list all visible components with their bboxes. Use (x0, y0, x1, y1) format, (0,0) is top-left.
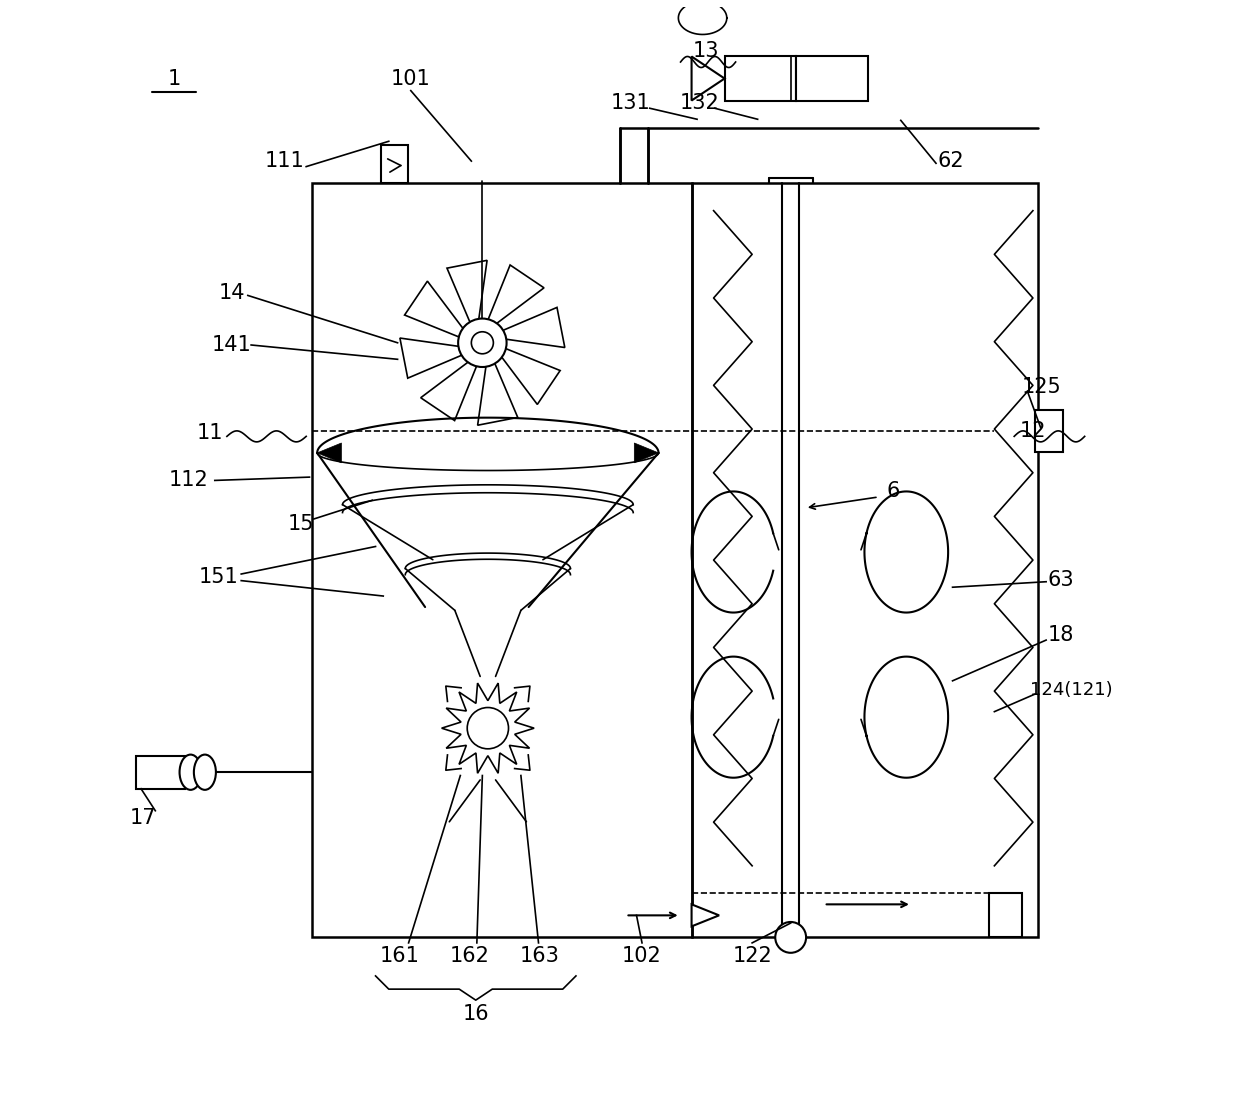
Ellipse shape (193, 755, 216, 789)
Circle shape (458, 319, 507, 367)
Text: 125: 125 (1022, 377, 1061, 397)
Polygon shape (498, 347, 560, 405)
Bar (796, 57, 868, 100)
Circle shape (471, 332, 494, 353)
Polygon shape (486, 265, 544, 326)
Bar (692, 183, 1038, 938)
Circle shape (775, 922, 806, 953)
Polygon shape (420, 359, 479, 420)
Text: 6: 6 (887, 482, 900, 502)
Text: 18: 18 (1048, 624, 1074, 644)
Bar (135, 756, 185, 788)
Polygon shape (446, 260, 487, 326)
Bar (988, 893, 1022, 938)
Text: 17: 17 (130, 808, 156, 828)
Text: 112: 112 (169, 471, 208, 491)
Text: 141: 141 (212, 334, 252, 355)
Text: 132: 132 (680, 93, 719, 113)
Text: 13: 13 (693, 41, 719, 61)
Text: 101: 101 (391, 68, 430, 88)
Text: 102: 102 (622, 947, 662, 966)
Text: 124(121): 124(121) (1030, 680, 1112, 699)
Ellipse shape (180, 755, 202, 789)
Polygon shape (317, 443, 341, 463)
Text: 62: 62 (937, 152, 963, 171)
Text: 12: 12 (1019, 420, 1047, 440)
Polygon shape (692, 57, 724, 100)
Polygon shape (401, 338, 466, 378)
Bar (1035, 410, 1063, 452)
Bar (311, 183, 692, 938)
Text: 163: 163 (520, 947, 559, 966)
Text: 131: 131 (611, 93, 651, 113)
Polygon shape (477, 359, 518, 425)
Text: 162: 162 (449, 947, 489, 966)
Bar (381, 145, 408, 183)
Text: 11: 11 (197, 423, 223, 443)
Text: 63: 63 (1047, 570, 1074, 590)
Text: 14: 14 (219, 283, 246, 303)
Text: 161: 161 (379, 947, 419, 966)
Polygon shape (692, 904, 719, 927)
Text: 16: 16 (463, 1005, 489, 1025)
Text: 151: 151 (198, 568, 238, 588)
Text: 1: 1 (167, 68, 181, 88)
Polygon shape (404, 281, 466, 339)
Circle shape (467, 708, 508, 749)
Text: 122: 122 (733, 947, 773, 966)
Polygon shape (635, 443, 658, 463)
Text: 15: 15 (288, 514, 314, 534)
Polygon shape (441, 683, 534, 774)
Text: 111: 111 (264, 152, 304, 171)
Polygon shape (498, 308, 564, 348)
Bar (724, 57, 796, 100)
